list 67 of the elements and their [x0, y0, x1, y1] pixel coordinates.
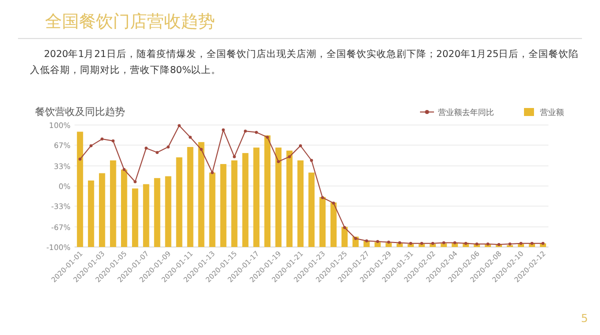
point	[266, 136, 269, 139]
bar	[297, 160, 304, 247]
point	[288, 155, 291, 158]
bar	[341, 226, 348, 247]
point	[222, 128, 225, 132]
point	[78, 158, 82, 161]
point	[100, 138, 104, 141]
bar	[319, 196, 326, 247]
line-series	[78, 124, 544, 246]
bar	[275, 148, 282, 247]
bar	[220, 164, 226, 247]
point	[90, 144, 93, 148]
point	[276, 160, 280, 164]
point	[343, 226, 346, 229]
point	[244, 130, 247, 133]
bar	[440, 243, 447, 247]
point	[254, 130, 258, 134]
point	[453, 241, 456, 244]
point	[398, 241, 402, 244]
bar	[76, 132, 84, 247]
bar	[374, 242, 381, 247]
bar	[264, 135, 270, 247]
bar	[110, 160, 116, 247]
legend-label: 营业额去年同比	[438, 108, 494, 117]
bar	[165, 176, 172, 247]
point	[188, 136, 192, 139]
point	[310, 158, 313, 162]
bar	[253, 148, 260, 247]
point	[321, 196, 324, 200]
point	[442, 241, 446, 244]
point	[332, 202, 336, 205]
bar	[121, 170, 128, 247]
point	[376, 240, 380, 244]
point	[387, 240, 390, 244]
bar	[330, 202, 337, 247]
bar	[242, 153, 248, 247]
point	[210, 171, 214, 174]
point	[156, 150, 159, 154]
chart-title: 全国餐饮门店营收趋势	[45, 11, 215, 33]
point	[298, 144, 302, 148]
point	[365, 239, 368, 242]
bar	[154, 178, 160, 247]
point	[166, 145, 170, 148]
bar	[396, 243, 403, 247]
point	[354, 236, 358, 240]
bar	[98, 173, 106, 247]
chart-subtitle: 2020年1月21日后，随着疫情爆发，全国餐饮门店出现关店潮，全国餐饮实收急剧下降；2020年1月25日后，全国餐饮陷入低谷期，同期对比，营收下降80%以上。	[30, 48, 580, 78]
bar	[176, 157, 182, 247]
point	[122, 168, 126, 172]
bar	[209, 172, 216, 247]
text: 5	[581, 312, 588, 325]
point	[232, 155, 236, 158]
point	[200, 148, 203, 151]
bar	[308, 172, 315, 247]
bar	[231, 160, 238, 247]
bar	[187, 146, 194, 247]
point	[134, 180, 137, 184]
bar	[132, 188, 138, 247]
bar	[286, 150, 293, 247]
bar	[198, 142, 204, 247]
bar	[143, 184, 150, 247]
point	[178, 124, 181, 128]
text: 餐饮营收及同比趋势	[35, 106, 125, 118]
point	[144, 146, 148, 150]
bar	[88, 180, 94, 247]
legend-label: 营业额	[540, 108, 564, 117]
point	[112, 139, 115, 142]
